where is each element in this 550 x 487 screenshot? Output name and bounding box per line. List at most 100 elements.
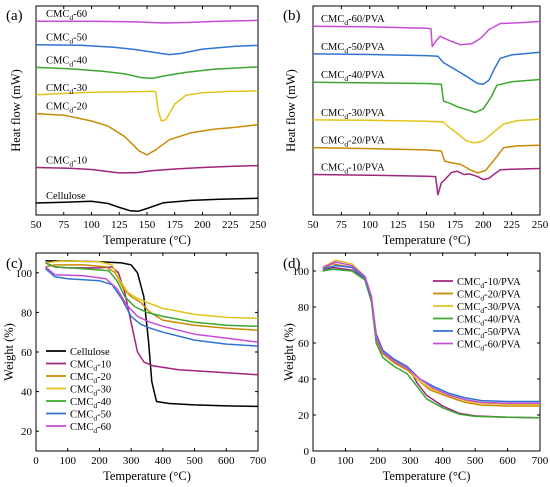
series-line-cmcd-30: [35, 90, 259, 122]
x-tick-label: 700: [532, 455, 549, 467]
x-tick-label: 0: [310, 455, 316, 467]
series-label: CMCd-10/PVA: [321, 163, 385, 176]
y-tick-label: 100: [293, 266, 310, 278]
series-label: CMCd-10: [46, 155, 87, 168]
series-label: CMCd-40: [46, 55, 87, 68]
y-axis-title: Heat flow (mW): [9, 69, 23, 152]
x-tick-label: 500: [467, 455, 484, 467]
series-line-cmcd-10-pva: [312, 167, 541, 196]
series-line-cmcd-40: [45, 262, 259, 328]
x-tick-label: 150: [139, 219, 156, 231]
series-line-cmcd-40-pva: [312, 78, 541, 114]
chart-panel-4: (d) 0 100 200 300 400 500 600 700 0 20 40 60 80 100 Tem…: [282, 252, 549, 483]
y-tick-label: 60: [298, 338, 310, 350]
y-tick-label: 20: [298, 410, 310, 422]
series-label: CMCd-60: [46, 9, 87, 22]
legend-label: CMCd-30/PVA: [457, 302, 521, 315]
series-line-cmcd-20: [45, 264, 259, 331]
x-tick-label: 400: [434, 455, 451, 467]
x-tick-label: 0: [33, 455, 39, 467]
y-tick-label: 100: [16, 268, 33, 280]
x-axis-title: Temperature (°C): [103, 233, 191, 247]
y-tick-label: 60: [21, 347, 33, 359]
legend-label: CMCd-60: [70, 422, 111, 435]
series-line-cmcd-10: [35, 164, 259, 174]
x-tick-label: 100: [59, 455, 76, 467]
x-axis-title: Temperature (°C): [103, 469, 191, 483]
series-label: CMCd-40/PVA: [321, 70, 385, 83]
x-tick-label: 50: [308, 219, 320, 231]
legend-label: CMCd-20: [70, 372, 111, 385]
y-tick-label: 20: [21, 426, 33, 438]
series-label: Cellulose: [46, 191, 86, 202]
x-tick-label: 250: [532, 219, 549, 231]
x-tick-label: 300: [123, 455, 140, 467]
series-line-cmcd-30: [45, 260, 259, 320]
series-line-cmcd-60-pva: [322, 261, 540, 405]
series-label: CMCd-50/PVA: [321, 42, 385, 55]
y-tick-label: 40: [298, 374, 310, 386]
legend-label: CMCd-50: [70, 410, 111, 423]
x-tick-label: 225: [222, 219, 239, 231]
y-tick-label: 0: [304, 446, 310, 458]
y-axis-title: Weight (%): [2, 323, 16, 381]
series-line-cmcd-60-pva: [312, 20, 541, 48]
y-axis-title: Heat flow (mW): [284, 69, 298, 152]
plot-frame: [312, 252, 541, 452]
x-tick-label: 150: [418, 219, 435, 231]
x-tick-label: 200: [194, 219, 211, 231]
legend: CelluloseCMCd-10CMCd-20CMCd-30CMCd-40CMC…: [46, 347, 111, 435]
series-line-cmcd-50: [45, 268, 259, 347]
x-tick-label: 125: [390, 219, 407, 231]
panel-label: (d): [283, 256, 301, 272]
x-tick-label: 100: [83, 219, 100, 231]
chart-panel-1: (a) 50 75 100 125 150 175 200 225 250 Temperature …: [6, 5, 267, 247]
series-label: CMCd-20: [46, 102, 87, 115]
series-label: CMCd-50: [46, 33, 87, 46]
chart-panel-2: (b) 50 75 100 125 150 175 200 225 250 Temperature …: [283, 5, 549, 247]
series-line-cmcd-50: [35, 43, 259, 56]
y-tick-label: 80: [21, 307, 33, 319]
x-tick-label: 700: [250, 455, 267, 467]
series-line-cmcd-40: [35, 66, 259, 80]
series-label: CMCd-30: [46, 83, 87, 96]
panel-label: (c): [6, 256, 23, 272]
legend: CMCd-10/PVACMCd-20/PVACMCd-30/PVACMCd-40…: [433, 277, 521, 353]
series-line-cmcd-60: [36, 19, 259, 24]
x-tick-label: 200: [91, 455, 108, 467]
x-tick-label: 75: [58, 219, 70, 231]
legend-label: CMCd-20/PVA: [457, 290, 521, 303]
series-label: CMCd-30/PVA: [321, 108, 385, 121]
chart-panel-3: (c) 0 100 200 300 400 500 600 700 20 40 60 80 100 Temp…: [2, 252, 267, 483]
x-tick-label: 125: [111, 219, 128, 231]
series-line-cmcd-20-pva: [312, 144, 541, 174]
series-line-cellulose: [35, 197, 259, 213]
plot-frame: [312, 5, 541, 216]
y-tick-label: 40: [21, 387, 33, 399]
y-axis-title: Weight (%): [282, 323, 296, 381]
x-tick-label: 175: [447, 219, 464, 231]
panel-label: (b): [283, 8, 301, 24]
x-tick-label: 175: [167, 219, 184, 231]
x-tick-label: 600: [499, 455, 516, 467]
x-tick-label: 500: [186, 455, 203, 467]
legend-label: Cellulose: [70, 347, 110, 358]
x-axis-title: Temperature (°C): [383, 233, 471, 247]
x-tick-label: 225: [503, 219, 520, 231]
x-tick-label: 75: [336, 219, 348, 231]
x-tick-label: 100: [337, 455, 354, 467]
x-tick-label: 250: [250, 219, 267, 231]
x-tick-label: 200: [475, 219, 492, 231]
series-label: CMCd-20/PVA: [321, 136, 385, 149]
legend-label: CMCd-60/PVA: [457, 340, 521, 353]
series-line-cmcd-30-pva: [312, 118, 541, 144]
x-tick-label: 50: [31, 219, 43, 231]
x-tick-label: 200: [370, 455, 387, 467]
series-label: CMCd-60/PVA: [321, 14, 385, 27]
legend-label: CMCd-30: [70, 385, 111, 398]
x-tick-label: 400: [155, 455, 172, 467]
series-line-cmcd-50-pva: [312, 51, 541, 85]
panel-label: (a): [6, 8, 23, 24]
series-line-cmcd-60: [45, 266, 259, 343]
